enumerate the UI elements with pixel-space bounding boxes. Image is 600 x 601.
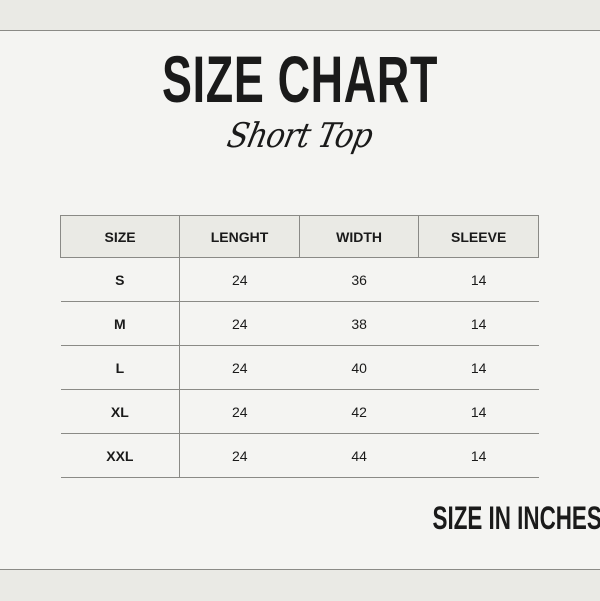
page-title: SIZE CHART — [0, 46, 600, 112]
subtitle: Short Top — [0, 116, 600, 156]
title-text: SIZE CHART — [161, 42, 439, 116]
cell-sleeve: 14 — [418, 389, 539, 434]
cell-size: M — [60, 301, 181, 346]
cell-width: 36 — [299, 257, 419, 302]
cell-length: 24 — [179, 389, 300, 434]
top-band — [0, 0, 600, 31]
cell-length: 24 — [179, 433, 300, 478]
cell-length: 24 — [179, 257, 300, 302]
table-row: XXL 24 44 14 — [60, 433, 539, 478]
header-sleeve: SLEEVE — [418, 215, 539, 258]
cell-size: XL — [60, 389, 181, 434]
bottom-band — [0, 569, 600, 601]
header-size: SIZE — [59, 215, 181, 258]
cell-width: 40 — [299, 345, 419, 390]
subtitle-text: Short Top — [223, 116, 377, 156]
cell-length: 24 — [179, 301, 300, 346]
table-row: S 24 36 14 — [60, 257, 539, 302]
cell-sleeve: 14 — [418, 301, 539, 346]
cell-sleeve: 14 — [418, 433, 539, 478]
size-table: SIZE LENGHT WIDTH SLEEVE S 24 36 14 M 24… — [59, 215, 539, 478]
cell-width: 42 — [299, 389, 419, 434]
cell-sleeve: 14 — [418, 257, 539, 302]
cell-width: 44 — [299, 433, 419, 478]
units-note: SIZE IN INCHES — [360, 500, 600, 536]
units-note-text: SIZE IN INCHES — [432, 500, 600, 536]
cell-sleeve: 14 — [418, 345, 539, 390]
cell-size: S — [60, 257, 181, 302]
header-length: LENGHT — [179, 215, 300, 258]
cell-length: 24 — [179, 345, 300, 390]
cell-width: 38 — [299, 301, 419, 346]
table-row: M 24 38 14 — [60, 301, 539, 346]
table-row: L 24 40 14 — [60, 345, 539, 390]
header-width: WIDTH — [298, 215, 420, 258]
cell-size: XXL — [60, 433, 181, 478]
header-row: SIZE LENGHT WIDTH SLEEVE — [59, 215, 539, 258]
table-row: XL 24 42 14 — [60, 389, 539, 434]
cell-size: L — [60, 345, 181, 390]
